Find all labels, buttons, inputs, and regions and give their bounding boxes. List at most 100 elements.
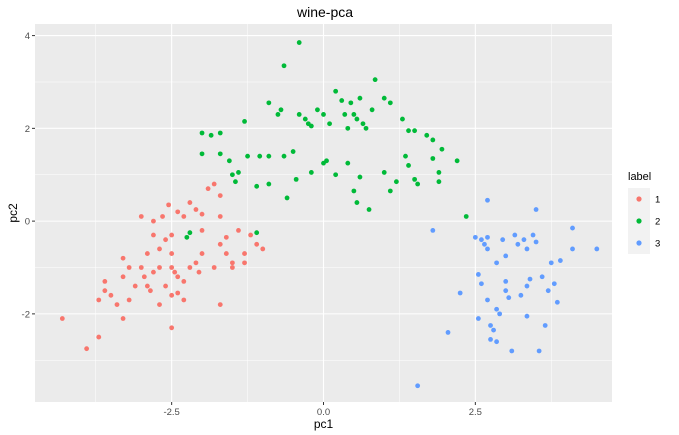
data-point-series-3 <box>551 281 557 287</box>
data-point-series-2 <box>342 112 348 117</box>
data-point-series-2 <box>345 160 351 166</box>
data-point-series-3 <box>497 311 503 317</box>
data-point-series-1 <box>169 232 175 238</box>
legend-swatch-2 <box>636 218 642 224</box>
data-point-series-1 <box>102 288 108 294</box>
data-point-series-3 <box>570 246 575 252</box>
data-point-series-1 <box>151 218 156 224</box>
data-point-series-1 <box>126 297 132 303</box>
data-point-series-3 <box>488 323 493 328</box>
data-point-series-1 <box>132 283 138 289</box>
data-point-series-2 <box>354 116 360 122</box>
y-axis-title: pc2 <box>6 203 20 223</box>
data-point-series-1 <box>181 214 187 219</box>
x-axis-title: pc1 <box>314 417 334 431</box>
data-point-series-1 <box>169 292 175 298</box>
data-point-series-2 <box>366 207 372 212</box>
data-point-series-2 <box>424 132 430 138</box>
data-point-series-1 <box>229 260 235 266</box>
data-point-series-2 <box>406 163 411 168</box>
data-point-series-3 <box>570 225 575 231</box>
data-point-series-1 <box>236 227 241 233</box>
data-point-series-1 <box>187 265 193 270</box>
data-point-series-3 <box>445 330 451 335</box>
chart-title: wine-pca <box>296 4 353 20</box>
data-point-series-2 <box>348 100 354 106</box>
data-point-series-3 <box>472 234 478 240</box>
data-point-series-1 <box>217 193 223 199</box>
data-point-series-2 <box>454 158 460 164</box>
data-point-series-2 <box>357 95 363 101</box>
data-point-series-2 <box>242 118 247 124</box>
data-point-series-2 <box>463 214 469 219</box>
data-point-series-1 <box>193 260 199 266</box>
data-point-series-1 <box>217 302 223 308</box>
data-point-series-1 <box>211 265 217 270</box>
data-point-series-2 <box>357 174 363 180</box>
data-point-series-2 <box>381 170 387 175</box>
data-point-series-3 <box>594 246 600 252</box>
data-point-series-2 <box>208 132 214 138</box>
data-point-series-2 <box>354 200 360 205</box>
data-point-series-2 <box>236 170 241 175</box>
data-point-series-2 <box>415 181 421 187</box>
data-point-series-2 <box>254 183 260 189</box>
data-point-series-2 <box>327 121 332 127</box>
data-point-series-1 <box>211 181 217 187</box>
data-point-series-1 <box>196 269 202 275</box>
data-point-series-3 <box>536 348 542 354</box>
data-point-series-2 <box>387 188 393 194</box>
data-point-series-2 <box>430 137 436 143</box>
data-point-series-3 <box>482 241 487 247</box>
data-point-series-1 <box>175 209 181 215</box>
data-point-series-3 <box>479 281 484 287</box>
legend-title: label <box>628 171 651 183</box>
data-point-series-2 <box>308 170 314 175</box>
data-point-series-2 <box>403 153 408 159</box>
data-point-series-3 <box>530 232 536 238</box>
data-point-series-3 <box>494 306 499 312</box>
data-point-series-1 <box>157 265 162 270</box>
data-point-series-3 <box>485 246 490 252</box>
data-point-series-3 <box>488 336 493 342</box>
data-point-series-2 <box>321 112 326 117</box>
data-point-series-1 <box>175 274 181 280</box>
data-point-series-2 <box>333 88 339 94</box>
data-point-series-2 <box>430 156 436 161</box>
data-point-series-1 <box>242 251 247 256</box>
data-point-series-1 <box>120 274 126 280</box>
data-point-series-2 <box>266 181 272 187</box>
data-point-series-2 <box>393 179 399 185</box>
data-point-series-1 <box>169 251 175 256</box>
data-point-series-3 <box>518 292 524 298</box>
data-point-series-2 <box>315 107 320 113</box>
legend-label-3: 3 <box>655 239 660 250</box>
data-point-series-2 <box>233 179 238 185</box>
data-point-series-1 <box>193 207 199 212</box>
data-point-series-2 <box>372 77 378 83</box>
data-point-series-3 <box>539 274 545 280</box>
data-point-series-3 <box>503 279 509 284</box>
data-point-series-1 <box>59 316 65 321</box>
data-point-series-2 <box>305 121 311 127</box>
data-point-series-3 <box>415 383 421 389</box>
data-point-series-3 <box>457 290 463 296</box>
data-point-series-2 <box>257 153 263 159</box>
data-point-series-1 <box>172 269 178 275</box>
data-point-series-2 <box>278 107 284 113</box>
data-point-series-1 <box>120 255 126 261</box>
data-point-series-1 <box>229 265 235 270</box>
y-tick-label: 0 <box>25 217 30 228</box>
data-point-series-3 <box>545 288 551 294</box>
data-point-series-3 <box>524 246 530 252</box>
data-point-series-2 <box>381 95 387 101</box>
data-point-series-2 <box>439 146 445 152</box>
data-point-series-3 <box>485 197 490 203</box>
data-point-series-1 <box>96 297 102 303</box>
data-point-series-1 <box>163 237 168 243</box>
data-point-series-2 <box>436 170 442 175</box>
data-point-series-3 <box>491 327 496 333</box>
x-tick-label: 2.5 <box>469 407 482 418</box>
data-point-series-3 <box>506 295 512 301</box>
data-point-series-2 <box>199 151 205 157</box>
